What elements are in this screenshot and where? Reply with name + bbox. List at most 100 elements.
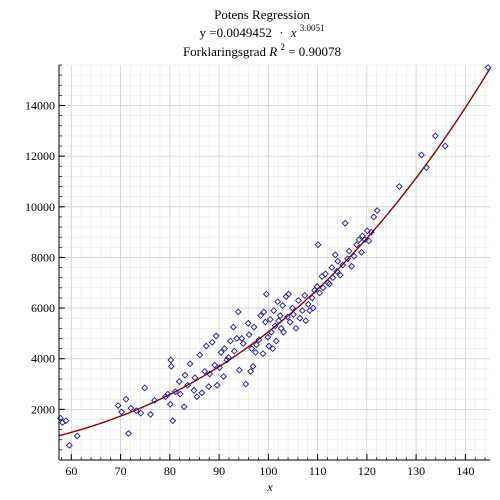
data-point — [248, 345, 256, 353]
data-point — [264, 333, 272, 341]
equation-dot: · — [279, 25, 283, 40]
data-point — [114, 402, 122, 409]
data-point — [331, 251, 339, 259]
data-point — [257, 312, 264, 320]
data-point — [431, 132, 439, 140]
data-point — [234, 308, 242, 316]
equation-base: x — [290, 25, 297, 40]
data-point — [275, 317, 283, 325]
data-point — [198, 389, 206, 397]
data-point — [260, 308, 268, 316]
data-points — [57, 64, 492, 449]
y-tick-label: 8000 — [31, 250, 55, 264]
data-point — [238, 335, 246, 342]
data-point — [276, 312, 284, 320]
data-point — [345, 247, 353, 255]
data-point — [313, 283, 321, 290]
data-point — [302, 317, 310, 325]
x-axis-label: x — [266, 480, 273, 494]
data-point — [186, 360, 194, 368]
data-point — [277, 324, 285, 332]
data-point — [235, 366, 243, 374]
data-point — [316, 289, 324, 297]
x-tick-labels: 60 70 80 90 100 110 120 130 140 — [65, 464, 474, 478]
data-point — [280, 328, 288, 336]
data-point — [196, 351, 204, 359]
equation-lhs: y =0.0049452 — [200, 25, 272, 40]
x-tick-label: 110 — [309, 464, 327, 478]
axes — [58, 64, 490, 461]
data-point — [250, 323, 258, 331]
fit-curve — [58, 68, 491, 437]
data-point — [151, 397, 158, 404]
data-point — [206, 370, 214, 378]
fit-curve-group — [58, 68, 491, 437]
data-point — [339, 261, 347, 269]
data-point — [301, 291, 309, 299]
r2-symbol: R — [268, 44, 277, 59]
r2-value: = 0.90078 — [288, 44, 341, 59]
data-point — [294, 297, 302, 304]
data-point — [334, 257, 342, 265]
data-point — [184, 381, 191, 389]
data-point — [270, 307, 278, 315]
data-point — [132, 407, 140, 415]
data-point — [245, 331, 253, 339]
x-tick-label: 120 — [358, 464, 376, 478]
data-point — [274, 298, 282, 306]
data-point — [292, 324, 300, 332]
data-point — [367, 228, 375, 236]
data-point — [308, 294, 316, 302]
y-tick-label: 4000 — [31, 352, 55, 366]
data-point — [211, 361, 219, 369]
data-point — [167, 362, 175, 370]
data-point — [363, 227, 371, 235]
data-point — [298, 307, 306, 315]
y-tick-label: 10000 — [25, 200, 55, 214]
data-point — [365, 237, 373, 245]
data-point — [325, 280, 333, 288]
grid — [59, 64, 490, 460]
data-point — [269, 345, 277, 353]
data-point — [191, 374, 199, 382]
data-point — [216, 364, 224, 372]
r2-exponent: 2 — [280, 42, 285, 52]
r2-prefix: Forklaringsgrad — [183, 44, 269, 59]
x-tick-label: 140 — [456, 464, 474, 478]
data-point — [484, 64, 492, 71]
data-point — [169, 417, 177, 425]
data-point — [348, 262, 356, 270]
data-point — [267, 328, 275, 336]
data-point — [164, 390, 172, 398]
data-point — [311, 286, 319, 294]
data-point — [181, 371, 189, 379]
y-tick-label: 2000 — [31, 402, 55, 416]
data-point — [233, 335, 241, 342]
data-point — [358, 232, 366, 240]
data-point — [166, 400, 174, 408]
data-point — [141, 384, 149, 392]
data-point — [290, 310, 297, 318]
chart-title: Potens Regression — [214, 7, 310, 22]
data-point — [252, 348, 259, 356]
y-tick-label: 6000 — [31, 301, 55, 315]
data-point — [329, 274, 337, 282]
data-point — [247, 367, 255, 375]
x-tick-label: 70 — [115, 464, 127, 478]
data-point — [284, 313, 291, 321]
data-point — [353, 241, 360, 249]
data-point — [253, 341, 260, 349]
x-tick-label: 60 — [65, 464, 77, 478]
data-point — [244, 319, 252, 327]
data-point — [220, 373, 227, 380]
data-point — [201, 367, 209, 375]
data-point — [262, 290, 270, 298]
x-tick-label: 90 — [213, 464, 225, 478]
data-point — [249, 362, 257, 370]
x-tick-label: 100 — [259, 464, 277, 478]
data-point — [370, 213, 378, 221]
data-point — [62, 417, 70, 425]
data-point — [127, 404, 135, 412]
data-point — [229, 323, 237, 331]
